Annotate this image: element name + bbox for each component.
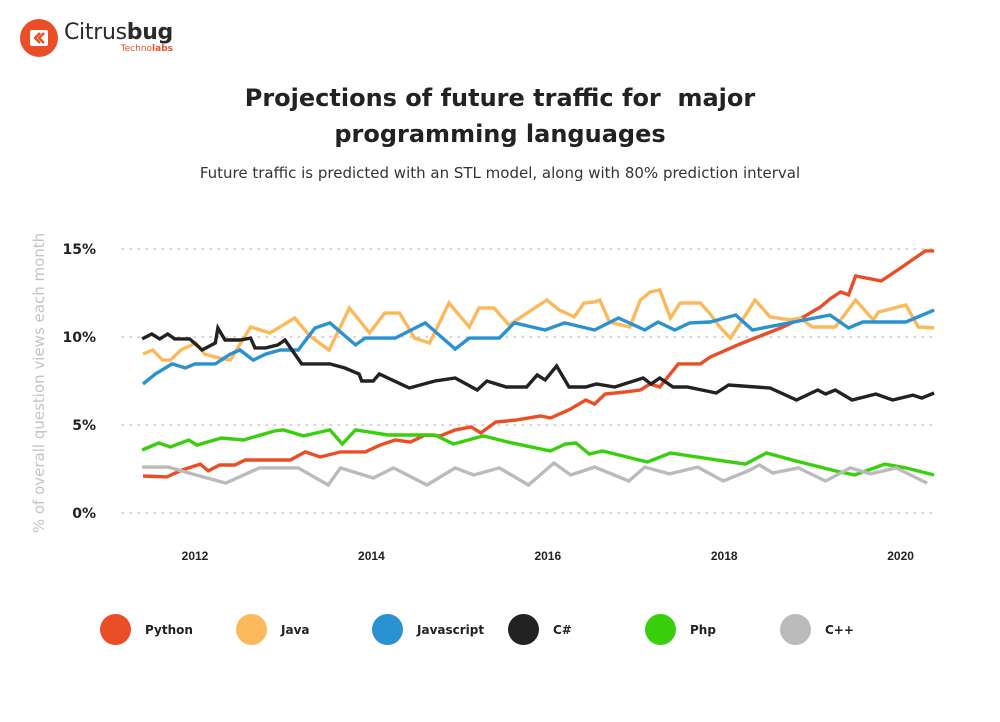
x-tick-label: 2014	[358, 549, 385, 563]
brand-name: Citrusbug	[64, 20, 174, 45]
x-tick-label: 2016	[534, 549, 561, 563]
legend-label: C#	[553, 622, 572, 637]
x-tick-label: 2020	[887, 549, 914, 563]
series-line-csharp	[141, 323, 935, 402]
legend-swatch	[780, 614, 811, 645]
x-axis: 2012 2014 2016 2018 2020	[182, 549, 915, 563]
chevron-left-double-icon	[30, 30, 48, 46]
legend-swatch	[372, 614, 403, 645]
legend-item: Javascript	[372, 614, 484, 645]
legend-item: Php	[645, 614, 716, 645]
x-tick-label: 2018	[711, 549, 738, 563]
chart-title: Projections of future traffic for major …	[0, 80, 1000, 152]
legend: Python Java Javascript C# Php C++	[0, 614, 1000, 648]
legend-item: C#	[508, 614, 572, 645]
chart-subtitle: Future traffic is predicted with an STL …	[199, 164, 801, 182]
legend-item: C++	[780, 614, 854, 645]
brand-logo: Citrusbug Technolabs	[20, 19, 173, 57]
legend-label: C++	[825, 622, 854, 637]
series-line-cpp	[142, 460, 928, 488]
legend-item: Python	[100, 614, 193, 645]
series-line-java	[142, 288, 935, 362]
chart-title-line-1: Projections of future traffic for major	[244, 84, 756, 112]
legend-label: Javascript	[417, 622, 485, 637]
y-tick-label: 15%	[62, 242, 96, 258]
brand-subtitle: Technolabs	[120, 44, 174, 54]
legend-swatch	[508, 614, 539, 645]
chart-title-line-2: programming languages	[334, 120, 666, 148]
brand-mark	[20, 19, 58, 57]
y-tick-label: 10%	[62, 330, 96, 346]
legend-item: Java	[236, 614, 309, 645]
legend-swatch	[645, 614, 676, 645]
legend-label: Java	[281, 622, 310, 637]
legend-swatch	[100, 614, 131, 645]
legend-swatch	[236, 614, 267, 645]
gridlines	[121, 248, 936, 514]
legend-label: Python	[145, 622, 193, 637]
series-lines	[141, 249, 935, 488]
series-line-python	[142, 249, 935, 479]
series-line-php	[141, 428, 935, 477]
x-tick-label: 2012	[182, 549, 209, 563]
y-tick-label: 5%	[72, 418, 96, 434]
y-axis: 0% 5% 10% 15%	[62, 242, 96, 522]
legend-label: Php	[690, 622, 716, 637]
y-tick-label: 0%	[72, 506, 96, 522]
series-line-javascript	[141, 308, 935, 386]
y-axis-label: % of overall question views each month	[30, 233, 48, 533]
